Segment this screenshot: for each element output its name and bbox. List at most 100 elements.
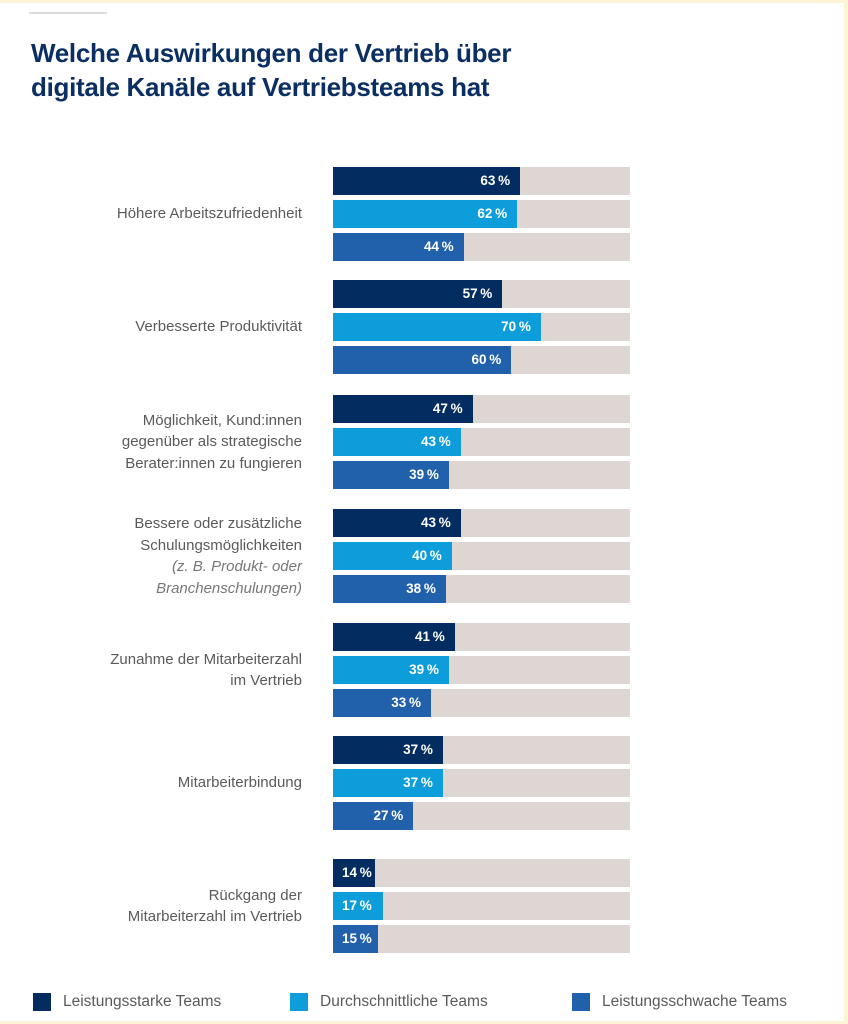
bar-track: 47 % [333,395,630,423]
category-label-line: Möglichkeit, Kund:innen [142,411,302,429]
bar [333,542,452,570]
bar-track: 33 % [333,689,630,717]
bar [333,656,449,684]
bar-value-label: 62 % [477,206,508,221]
legend-item: Leistungsstarke Teams [33,990,221,1014]
bar [333,395,473,423]
bar-value-label: 39 % [409,662,439,677]
bar-track: 60 % [333,346,630,374]
bar-value-label: 47 % [432,401,463,416]
bar-value-label: 60 % [471,352,502,367]
bar [333,575,446,603]
category-label: Bessere oder zusätzliche Schulungsmöglich… [22,513,302,599]
bar-value-label: 39 % [409,467,439,482]
bar-value-label: 27 % [373,808,404,823]
bar-track: 63 % [333,167,630,195]
legend: Leistungsstarke Teams Durchschnittliche T… [0,990,844,1014]
bar [333,509,461,537]
bar [333,736,443,764]
decorative-rule [29,12,107,14]
bar-track: 44 % [333,233,630,261]
category-note-line: (z. B. Produkt- oder [171,558,302,575]
bar-value-label: 38 % [406,581,436,596]
category-label: Höhere Arbeitszufriedenheit [22,203,302,225]
legend-item: Durchschnittliche Teams [290,990,488,1014]
category-label: Rückgang der Mitarbeiterzahl im Vertrieb [22,885,302,928]
bar [333,233,464,261]
bar-value-label: 17 % [342,898,372,913]
category-label: Verbesserte Produktivität [22,316,302,338]
bar-value-label: 41 % [415,629,445,644]
category-label: Möglichkeit, Kund:innen gegenüber als str… [22,410,302,475]
category-label-line: Mitarbeiterbindung [177,774,302,792]
bar-track: 14 % [333,859,630,887]
bar [333,346,512,374]
bar-track: 70 % [333,313,630,341]
bar-chart: Höhere Arbeitszufriedenheit 63 % 62 % 44 % V… [0,3,844,1021]
bar-track: 38 % [333,575,630,603]
page: Welche Auswirkungen der Vertrieb über di… [0,3,844,1021]
bar-track: 15 % [333,925,630,953]
bar [333,200,518,228]
category-label-line: Verbesserte Produktivität [135,318,302,336]
category-label-line: Höhere Arbeitszufriedenheit [116,205,302,223]
bar-value-label: 37 % [403,775,433,790]
bar-track: 37 % [333,769,630,797]
bar-track: 43 % [333,509,630,537]
bar [333,859,375,887]
bar-track: 27 % [333,802,630,830]
category-label-line: Schulungsmöglichkeiten [140,536,302,554]
bar-value-label: 33 % [391,695,422,710]
bar [333,428,461,456]
bar [333,167,521,195]
chart-title: Welche Auswirkungen der Vertrieb über di… [31,36,631,104]
bar-value-label: 40 % [412,548,442,563]
bar [333,623,455,651]
bar-track: 37 % [333,736,630,764]
bar-value-label: 43 % [420,515,451,530]
bar-track: 17 % [333,892,630,920]
bar [333,313,541,341]
legend-swatch [33,993,51,1011]
title-line-2: digitale Kanäle auf Vertriebsteams hat [31,72,490,102]
legend-swatch [290,993,308,1011]
category-label: Zunahme der Mitarbeiterzahl im Vertrieb [22,649,302,692]
legend-swatch [572,993,590,1011]
bar [333,925,378,953]
bar-value-label: 14 % [342,865,372,880]
bar-track: 39 % [333,656,630,684]
legend-label: Leistungsschwache Teams [602,993,787,1010]
category-label-line: im Vertrieb [230,672,302,689]
category-label-line: Berater:innen zu fungieren [125,454,302,472]
bar [333,280,503,308]
bar-value-label: 70 % [501,319,531,334]
bar [333,461,449,489]
legend-label: Durchschnittliche Teams [320,993,488,1010]
bar-track: 43 % [333,428,630,456]
bar-value-label: 37 % [403,742,433,757]
category-note-line: Branchenschulungen) [156,579,302,597]
bar-track: 62 % [333,200,630,228]
category-label-line: Zunahme der Mitarbeiterzahl [110,650,302,668]
legend-item: Leistungsschwache Teams [572,990,787,1014]
bar-value-label: 43 % [420,434,451,449]
bar-track: 57 % [333,280,630,308]
bar-value-label: 44 % [423,239,454,254]
bar [333,689,431,717]
bar [333,892,384,920]
bar-track: 40 % [333,542,630,570]
category-label: Mitarbeiterbindung [22,772,302,794]
bar [333,769,443,797]
category-label-line: Rückgang der [208,886,302,904]
category-label-line: Bessere oder zusätzliche [134,515,302,532]
title-line-1: Welche Auswirkungen der Vertrieb über [31,38,512,68]
category-label-line: gegenüber als strategische [121,433,302,451]
bar-track: 39 % [333,461,630,489]
bar-value-label: 57 % [462,286,493,301]
bar-value-label: 63 % [480,173,511,188]
bar-track: 41 % [333,623,630,651]
category-label-line: Mitarbeiterzahl im Vertrieb [127,908,302,925]
legend-label: Leistungsstarke Teams [63,993,222,1010]
bar [333,802,414,830]
bar-value-label: 15 % [342,931,372,946]
